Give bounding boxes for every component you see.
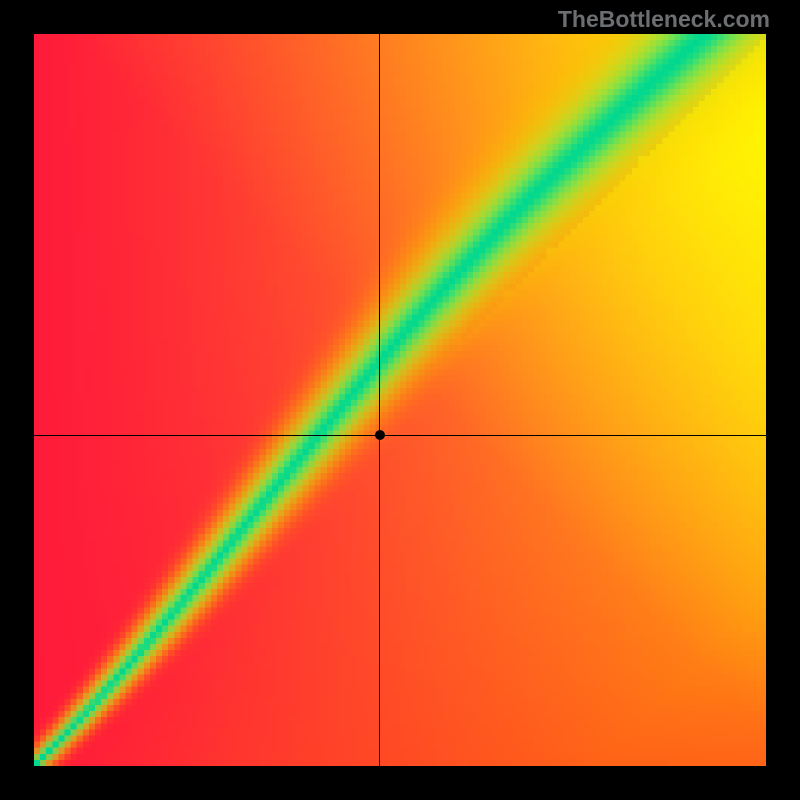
selection-marker bbox=[375, 430, 385, 440]
chart-container: TheBottleneck.com bbox=[0, 0, 800, 800]
crosshair-vertical bbox=[379, 34, 380, 766]
watermark-text: TheBottleneck.com bbox=[558, 6, 770, 33]
crosshair-horizontal bbox=[34, 435, 766, 436]
bottleneck-heatmap bbox=[34, 34, 766, 766]
plot-area bbox=[34, 34, 766, 766]
